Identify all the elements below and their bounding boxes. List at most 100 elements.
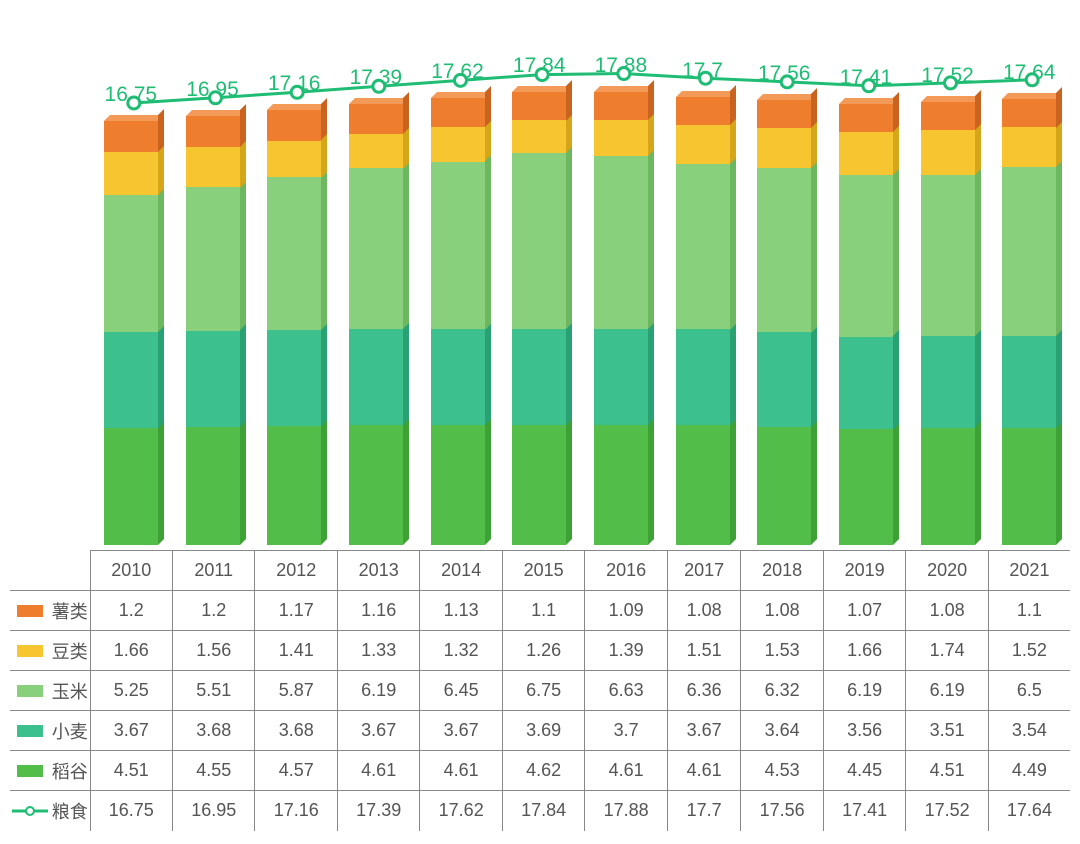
series-name: 豆类 [52, 642, 88, 662]
table-row: 小麦3.673.683.683.673.673.693.73.673.643.5… [10, 711, 1070, 751]
table-row: 薯类1.21.21.171.161.131.11.091.081.081.071… [10, 591, 1070, 631]
bar-segment-doulei [594, 120, 648, 156]
bar-segment-yumi [1002, 167, 1056, 336]
data-cell: 4.45 [823, 751, 905, 791]
data-cell: 16.95 [172, 791, 254, 831]
series-name: 稻谷 [52, 762, 88, 782]
bar-segment-xiaomai [512, 329, 566, 425]
data-cell: 1.1 [502, 591, 584, 631]
data-cell: 4.55 [172, 751, 254, 791]
bar-segment-yumi [267, 177, 321, 330]
year-header: 2016 [585, 551, 667, 591]
bar-segment-xiaomai [267, 330, 321, 426]
bar-legend-icon [12, 644, 48, 658]
year-header: 2017 [667, 551, 741, 591]
bar-column: 17.41 [825, 10, 907, 545]
bar-stack: 17.41 [839, 104, 893, 545]
data-cell: 1.74 [906, 631, 988, 671]
data-cell: 6.5 [988, 671, 1070, 711]
data-cell: 1.26 [502, 631, 584, 671]
data-cell: 1.08 [906, 591, 988, 631]
year-header: 2010 [90, 551, 172, 591]
bar-segment-daogu [921, 428, 975, 545]
bar-segment-shulei [921, 102, 975, 130]
line-value-label: 16.95 [186, 78, 239, 102]
data-cell: 3.56 [823, 711, 905, 751]
year-header: 2011 [172, 551, 254, 591]
data-cell: 1.1 [988, 591, 1070, 631]
data-cell: 1.39 [585, 631, 667, 671]
data-cell: 1.07 [823, 591, 905, 631]
bar-segment-daogu [512, 425, 566, 545]
data-cell: 6.19 [337, 671, 419, 711]
bar-stack: 17.64 [1002, 99, 1056, 545]
data-cell: 1.2 [172, 591, 254, 631]
data-cell: 4.51 [906, 751, 988, 791]
bar-segment-shulei [349, 104, 403, 134]
bar-segment-doulei [921, 130, 975, 175]
data-cell: 6.75 [502, 671, 584, 711]
data-cell: 3.51 [906, 711, 988, 751]
year-header: 2013 [337, 551, 419, 591]
series-label-cell: 玉米 [10, 671, 90, 711]
data-cell: 5.87 [255, 671, 337, 711]
data-cell: 4.57 [255, 751, 337, 791]
data-cell: 4.49 [988, 751, 1070, 791]
table-row: 粮食16.7516.9517.1617.3917.6217.8417.8817.… [10, 791, 1070, 831]
data-cell: 4.61 [420, 751, 502, 791]
series-name: 小麦 [52, 722, 88, 742]
bar-stack: 17.88 [594, 92, 648, 545]
bar-segment-daogu [104, 428, 158, 545]
line-value-label: 17.52 [921, 64, 974, 88]
data-cell: 1.41 [255, 631, 337, 671]
bar-legend-icon [12, 724, 48, 738]
bar-segment-xiaomai [594, 329, 648, 425]
bar-segment-doulei [104, 152, 158, 195]
data-cell: 3.68 [255, 711, 337, 751]
year-header: 2012 [255, 551, 337, 591]
data-cell: 3.67 [420, 711, 502, 751]
bar-segment-doulei [512, 120, 566, 153]
data-cell: 17.62 [420, 791, 502, 831]
bar-segment-doulei [1002, 127, 1056, 167]
data-cell: 5.51 [172, 671, 254, 711]
bar-stack: 17.16 [267, 110, 321, 545]
bar-column: 17.84 [498, 10, 580, 545]
data-cell: 1.66 [90, 631, 172, 671]
bar-segment-yumi [104, 195, 158, 332]
data-cell: 17.56 [741, 791, 823, 831]
bar-segment-yumi [349, 168, 403, 329]
bar-segment-yumi [921, 175, 975, 336]
bar-segment-doulei [267, 141, 321, 178]
bar-segment-daogu [431, 425, 485, 545]
data-table: 2010201120122013201420152016201720182019… [10, 550, 1070, 831]
data-cell: 4.53 [741, 751, 823, 791]
bar-segment-doulei [757, 128, 811, 168]
line-value-label: 17.64 [1003, 61, 1056, 85]
bar-segment-yumi [839, 175, 893, 336]
bar-stack: 17.7 [676, 97, 730, 546]
data-cell: 4.61 [585, 751, 667, 791]
data-cell: 6.19 [823, 671, 905, 711]
data-cell: 6.63 [585, 671, 667, 711]
stacked-bars: 16.7516.9517.1617.3917.6217.8417.8817.71… [90, 10, 1070, 545]
bar-segment-shulei [1002, 99, 1056, 128]
data-cell: 4.61 [337, 751, 419, 791]
data-cell: 17.41 [823, 791, 905, 831]
data-cell: 1.17 [255, 591, 337, 631]
bar-column: 17.56 [743, 10, 825, 545]
bar-segment-shulei [676, 97, 730, 125]
data-cell: 1.16 [337, 591, 419, 631]
bar-segment-daogu [676, 425, 730, 545]
bar-segment-daogu [839, 429, 893, 545]
bar-stack: 17.84 [512, 92, 566, 545]
bar-segment-yumi [676, 164, 730, 330]
bar-segment-shulei [757, 100, 811, 128]
data-cell: 17.52 [906, 791, 988, 831]
data-cell: 6.32 [741, 671, 823, 711]
bar-segment-daogu [1002, 428, 1056, 545]
line-value-label: 16.75 [105, 83, 158, 107]
data-cell: 4.61 [667, 751, 741, 791]
bar-segment-shulei [512, 92, 566, 121]
bar-stack: 16.75 [104, 121, 158, 545]
